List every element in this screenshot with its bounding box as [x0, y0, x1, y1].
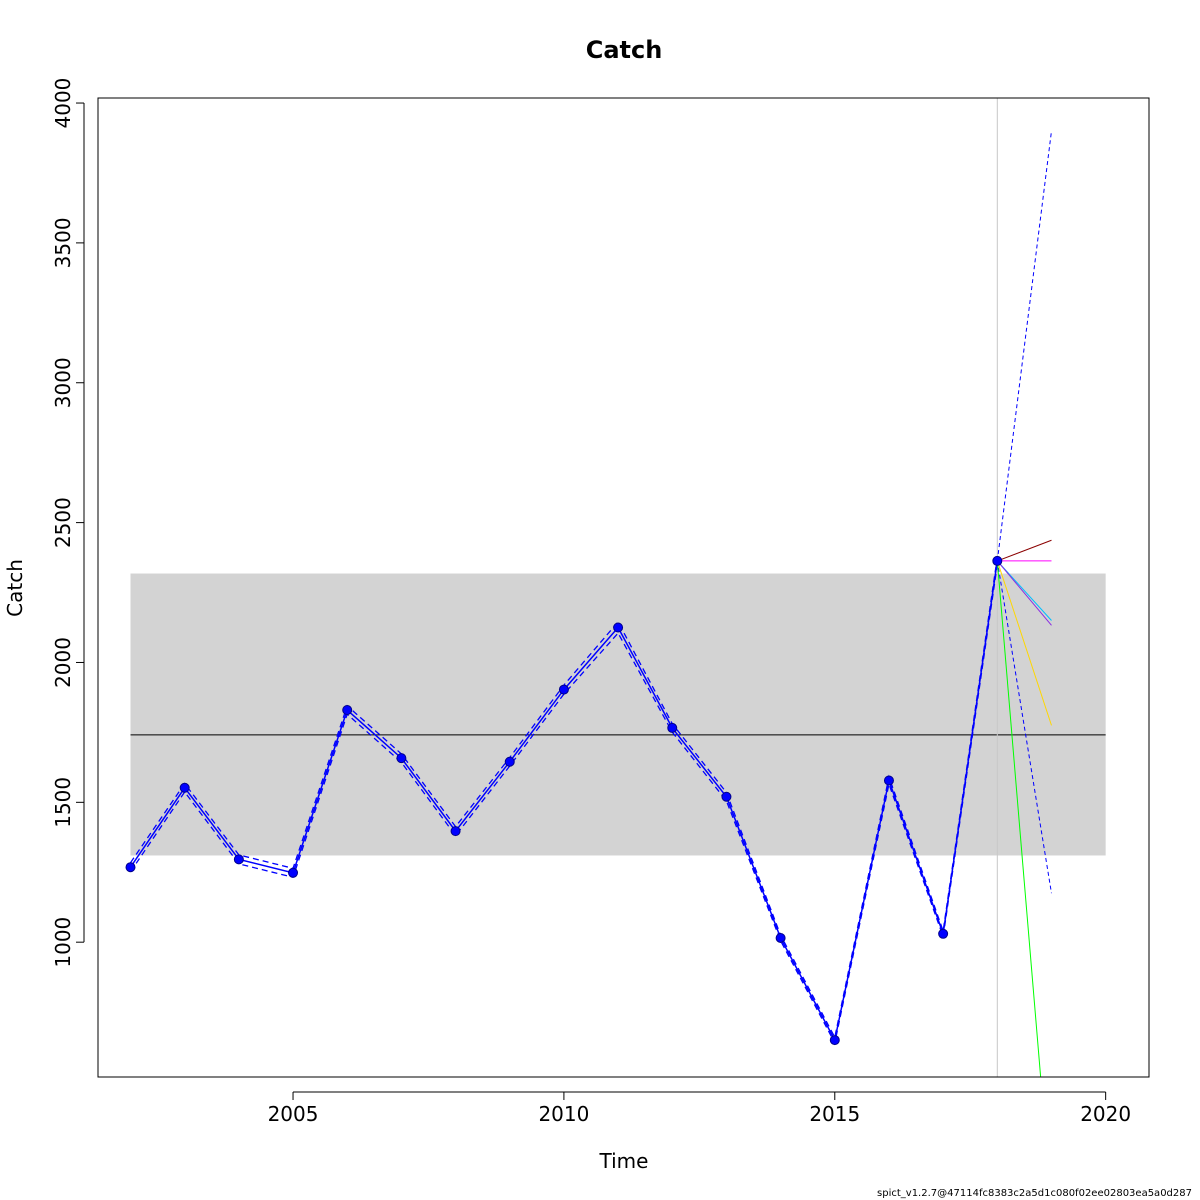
observed-point — [992, 555, 1003, 566]
scenario-line-6 — [996, 560, 1042, 1077]
chart-title: Catch — [586, 36, 663, 64]
x-tick-label: 2010 — [538, 1102, 589, 1126]
scenario-line-3 — [996, 560, 1052, 621]
plot-frame — [97, 97, 1150, 1078]
y-tick-label: 1500 — [51, 777, 75, 828]
observed-point — [396, 753, 407, 764]
y-tick-label: 2000 — [51, 637, 75, 688]
y-axis-label: Catch — [3, 559, 27, 617]
observed-point — [342, 705, 353, 716]
y-tick-label: 1000 — [51, 917, 75, 968]
observed-point — [775, 932, 786, 943]
observed-point — [938, 928, 949, 939]
observed-point — [721, 791, 732, 802]
x-axis-label: Time — [599, 1149, 649, 1173]
observed-point — [558, 684, 569, 695]
x-tick-label: 2015 — [809, 1102, 860, 1126]
confidence-band — [130, 573, 1106, 856]
observed-point — [667, 722, 678, 733]
y-tick-label: 3500 — [51, 217, 75, 268]
observed-point — [179, 782, 190, 793]
observed-point — [883, 775, 894, 786]
plot-area — [125, 98, 1106, 1077]
projection-lower-ci-line — [996, 560, 1052, 894]
projection-upper-ci-line — [996, 130, 1052, 561]
observed-point — [450, 826, 461, 837]
y-tick-label: 2500 — [51, 497, 75, 548]
y-tick-label: 4000 — [51, 78, 75, 129]
observed-point — [504, 756, 515, 767]
y-tick-label: 3000 — [51, 357, 75, 408]
observed-point — [125, 862, 136, 873]
scenario-line-4 — [996, 560, 1052, 626]
scenario-line-5 — [996, 560, 1052, 726]
observed-point — [613, 622, 624, 633]
scenario-line-1 — [997, 539, 1052, 562]
x-tick-label: 2020 — [1080, 1102, 1131, 1126]
observed-point — [233, 854, 244, 865]
observed-point — [829, 1035, 840, 1046]
version-footer: spict_v1.2.7@47114fc8383c2a5d1c080f02ee0… — [877, 1188, 1192, 1199]
observed-point — [288, 867, 299, 878]
axes: 2005 2010 2015 2020 1000 1500 2000 2500 3000 3500… — [51, 78, 1131, 1126]
x-tick-label: 2005 — [268, 1102, 319, 1126]
